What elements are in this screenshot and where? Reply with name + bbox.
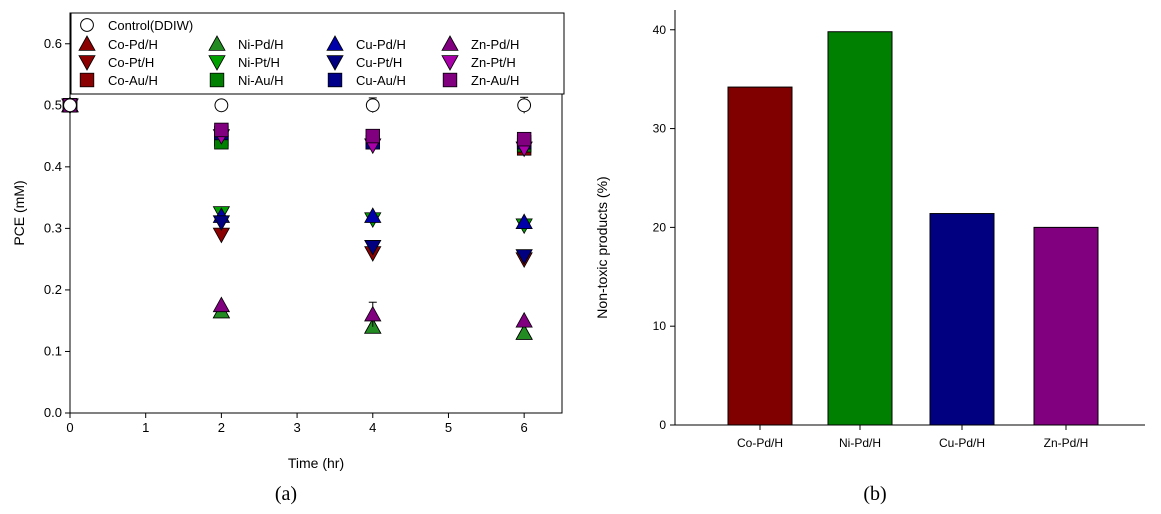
y-tick-label: 0 — [659, 418, 666, 432]
x-tick-label: 5 — [445, 420, 452, 435]
legend-marker — [78, 55, 96, 71]
legend-label: Zn-Pd/H — [471, 37, 519, 52]
data-point — [515, 324, 533, 340]
data-point — [365, 128, 380, 144]
data-point — [214, 122, 229, 138]
data-point — [364, 207, 382, 223]
legend-label: Zn-Pt/H — [471, 55, 516, 70]
y-tick-label: 0.3 — [44, 220, 62, 235]
legend-label: Co-Au/H — [108, 73, 158, 88]
x-tick-label: 6 — [521, 420, 528, 435]
bar — [929, 213, 995, 426]
x-tick-label: Ni-Pd/H — [839, 436, 881, 450]
legend-marker — [326, 55, 344, 71]
x-tick-label: 2 — [218, 420, 225, 435]
data-point — [365, 98, 380, 113]
legend-label: Cu-Pt/H — [356, 55, 402, 70]
data-point — [515, 311, 533, 328]
y-tick-label: 30 — [653, 122, 667, 136]
data-point — [515, 249, 533, 265]
legend-label: Ni-Pt/H — [238, 55, 280, 70]
legend-marker — [326, 35, 344, 51]
legend-label: Cu-Pd/H — [356, 37, 406, 52]
legend-marker — [327, 72, 343, 88]
data-point — [517, 98, 532, 113]
legend-marker — [80, 18, 94, 32]
panel-label-b: (b) — [863, 483, 886, 505]
y-axis-label: Non-toxic products (%) — [594, 176, 610, 318]
y-tick-label: 0.0 — [44, 405, 62, 420]
y-tick-label: 20 — [653, 220, 667, 234]
y-tick-label: 0.4 — [44, 159, 62, 174]
panel-label-a: (a) — [275, 483, 297, 505]
x-tick-label: 1 — [142, 420, 149, 435]
legend-label: Co-Pd/H — [108, 37, 158, 52]
x-axis-label: Time (hr) — [288, 455, 344, 471]
data-point — [515, 213, 533, 230]
bar — [1033, 226, 1099, 426]
bar — [827, 31, 893, 426]
data-point — [212, 296, 231, 313]
legend-label: Control(DDIW) — [108, 18, 193, 33]
legend-marker — [79, 72, 95, 88]
x-tick-label: 3 — [293, 420, 300, 435]
y-tick-label: 0.1 — [44, 343, 62, 358]
legend-marker — [442, 72, 458, 88]
legend-marker — [208, 35, 226, 51]
legend-marker — [441, 55, 459, 71]
legend-label: Co-Pt/H — [108, 55, 154, 70]
data-point — [516, 131, 532, 147]
y-tick-label: 10 — [653, 319, 667, 333]
data-point — [212, 215, 231, 232]
data-point — [364, 305, 382, 322]
bar — [727, 86, 793, 426]
data-point — [214, 98, 229, 113]
legend-label: Ni-Au/H — [238, 73, 284, 88]
legend-label: Ni-Pd/H — [238, 37, 284, 52]
legend-marker — [441, 35, 459, 51]
legend-marker — [209, 72, 225, 88]
y-tick-label: 0.5 — [44, 97, 62, 112]
y-axis-label: PCE (mM) — [11, 180, 27, 245]
legend-label: Cu-Au/H — [356, 73, 406, 88]
legend-label: Zn-Au/H — [471, 73, 519, 88]
x-tick-label: Co-Pd/H — [737, 436, 783, 450]
y-tick-label: 40 — [653, 23, 667, 37]
legend-marker — [208, 55, 226, 71]
panel-b-bar-chart: 0 10 20 30 40 Non-toxic products (%) Co-Pd/H Ni… — [594, 10, 1145, 505]
data-point — [364, 240, 382, 256]
y-tick-label: 0.2 — [44, 282, 62, 297]
legend-box — [70, 12, 565, 95]
data-point — [63, 98, 77, 113]
y-tick-label: 0.6 — [44, 36, 62, 51]
x-tick-label: 4 — [369, 420, 376, 435]
x-tick-label: 0 — [66, 420, 73, 435]
x-tick-label: Zn-Pd/H — [1044, 436, 1089, 450]
x-tick-label: Cu-Pd/H — [939, 436, 985, 450]
panel-a-scatter-chart: 0 1 2 3 4 5 6 0.0 0.1 0.2 0.3 0.4 0.5 0.6 Time (hr) PCE… — [11, 12, 565, 505]
legend-marker — [78, 35, 96, 51]
